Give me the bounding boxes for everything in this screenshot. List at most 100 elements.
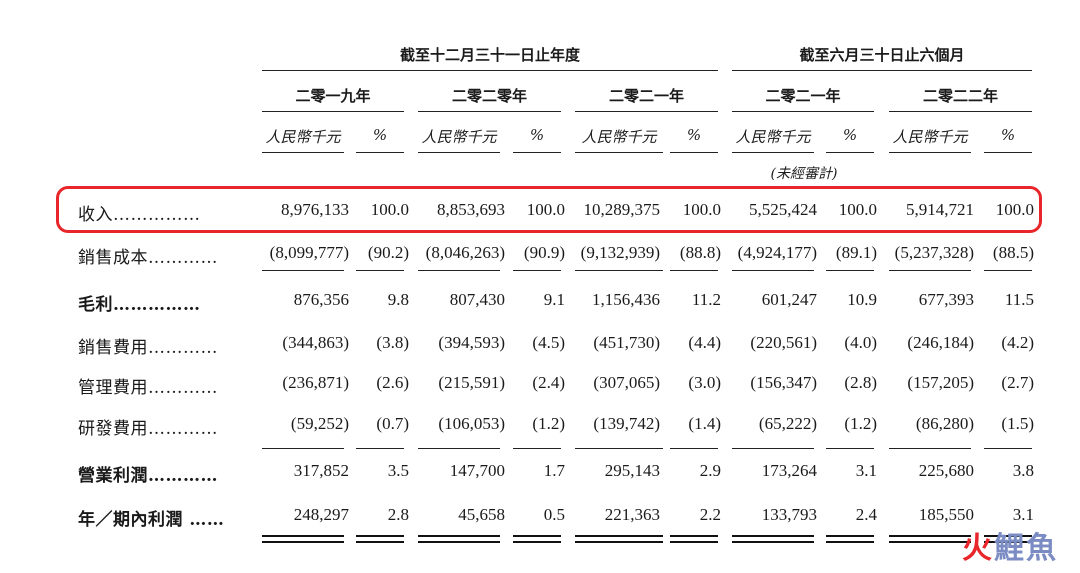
cell-3-4: (451,730) [593,333,660,352]
subtotal-rule-gross-pct-4 [984,270,1032,271]
unit-rule-pct-0 [356,152,404,153]
cell-6-1: 3.5 [387,461,409,480]
cell-3-1: (3.8) [376,333,409,352]
subtotal-rule-opex-amount-1 [418,448,500,449]
subtotal-rule-gross-amount-3 [732,270,814,271]
unit-rule-pct-4 [984,152,1032,153]
cell-4-6: (156,347) [750,373,817,392]
cell-1-7: (89.1) [835,243,877,262]
year-rule-2 [575,111,718,112]
cell-7-9: 3.1 [1012,505,1034,524]
cell-6-3: 1.7 [543,461,565,480]
subtotal-rule-gross-pct-0 [356,270,404,271]
row-label-7: 年／期內利潤 …… [78,510,225,530]
year-header-4: 二零二二年 [922,87,998,105]
cell-2-0: 876,356 [293,290,349,309]
year-header-0: 二零一九年 [295,87,371,105]
total-double-rule-pct-2 [670,535,718,543]
total-double-rule-amount-4 [889,535,971,543]
cell-0-8: 5,914,721 [906,200,974,219]
row-label-1: 銷售成本………… [78,248,218,268]
cell-0-5: 100.0 [682,200,721,219]
cell-3-5: (4.4) [688,333,721,352]
cell-7-1: 2.8 [387,505,409,524]
cell-4-2: (215,591) [438,373,505,392]
year-rule-4 [889,111,1032,112]
unit-amount-3: 人民幣千元 [735,128,811,146]
cell-1-9: (88.5) [992,243,1034,262]
total-double-rule-amount-2 [575,535,663,543]
cell-1-4: (9,132,939) [580,243,660,262]
unit-rule-amount-2 [575,152,663,153]
subtotal-rule-opex-amount-4 [889,448,971,449]
cell-3-2: (394,593) [438,333,505,352]
revenue-highlight-box [56,186,1042,233]
unit-amount-1: 人民幣千元 [421,128,497,146]
total-double-rule-amount-3 [732,535,814,543]
cell-3-0: (344,863) [282,333,349,352]
total-double-rule-pct-3 [826,535,874,543]
cell-0-9: 100.0 [995,200,1034,219]
subtotal-rule-gross-pct-3 [826,270,874,271]
row-label-4: 管理費用………… [78,378,218,398]
cell-4-3: (2.4) [532,373,565,392]
cell-2-9: 11.5 [1004,290,1034,309]
cell-5-7: (1.2) [844,414,877,433]
year-header-3: 二零二一年 [765,87,841,105]
cell-1-1: (90.2) [367,243,409,262]
cell-5-8: (86,280) [915,414,974,433]
cell-1-8: (5,237,328) [894,243,974,262]
unit-pct-1: % [529,126,545,144]
subtotal-rule-gross-pct-2 [670,270,718,271]
cell-0-0: 8,976,133 [281,200,349,219]
unit-amount-4: 人民幣千元 [892,128,968,146]
subtotal-rule-opex-pct-3 [826,448,874,449]
unit-rule-pct-2 [670,152,718,153]
total-double-rule-pct-4 [984,535,1032,543]
total-double-rule-amount-0 [262,535,344,543]
cell-6-8: 225,680 [918,461,974,480]
subtotal-rule-opex-amount-0 [262,448,344,449]
cell-6-4: 295,143 [604,461,660,480]
cell-7-2: 45,658 [458,505,505,524]
cell-7-8: 185,550 [918,505,974,524]
subtotal-rule-gross-pct-1 [513,270,561,271]
cell-5-0: (59,252) [290,414,349,433]
subtotal-rule-opex-amount-2 [575,448,663,449]
cell-4-4: (307,065) [593,373,660,392]
unit-rule-amount-0 [262,152,344,153]
cell-2-2: 807,430 [449,290,505,309]
unit-rule-amount-4 [889,152,971,153]
unaudited-note: (未經審計) [770,166,838,182]
subtotal-rule-opex-pct-4 [984,448,1032,449]
cell-3-9: (4.2) [1001,333,1034,352]
unit-pct-0: % [372,126,388,144]
cell-6-5: 2.9 [699,461,721,480]
row-label-0: 收入…………… [78,205,201,225]
subtotal-rule-gross-amount-0 [262,270,344,271]
unit-pct-4: % [1000,126,1016,144]
subtotal-rule-opex-amount-3 [732,448,814,449]
cell-1-0: (8,099,777) [269,243,349,262]
cell-4-9: (2.7) [1001,373,1034,392]
group-header-halfyear: 截至六月三十日止六個月 [799,46,965,64]
unit-pct-3: % [842,126,858,144]
cell-0-3: 100.0 [526,200,565,219]
cell-6-2: 147,700 [449,461,505,480]
cell-3-3: (4.5) [532,333,565,352]
cell-2-7: 10.9 [847,290,877,309]
year-rule-3 [732,111,874,112]
cell-3-8: (246,184) [907,333,974,352]
subtotal-rule-opex-pct-2 [670,448,718,449]
subtotal-rule-gross-amount-2 [575,270,663,271]
subtotal-rule-opex-pct-1 [513,448,561,449]
cell-5-2: (106,053) [438,414,505,433]
cell-7-7: 2.4 [855,505,877,524]
cell-5-3: (1.2) [532,414,565,433]
row-label-2: 毛利…………… [78,295,201,315]
cell-2-3: 9.1 [543,290,565,309]
year-rule-1 [418,111,561,112]
cell-2-4: 1,156,436 [592,290,660,309]
unit-rule-amount-3 [732,152,814,153]
cell-3-6: (220,561) [750,333,817,352]
